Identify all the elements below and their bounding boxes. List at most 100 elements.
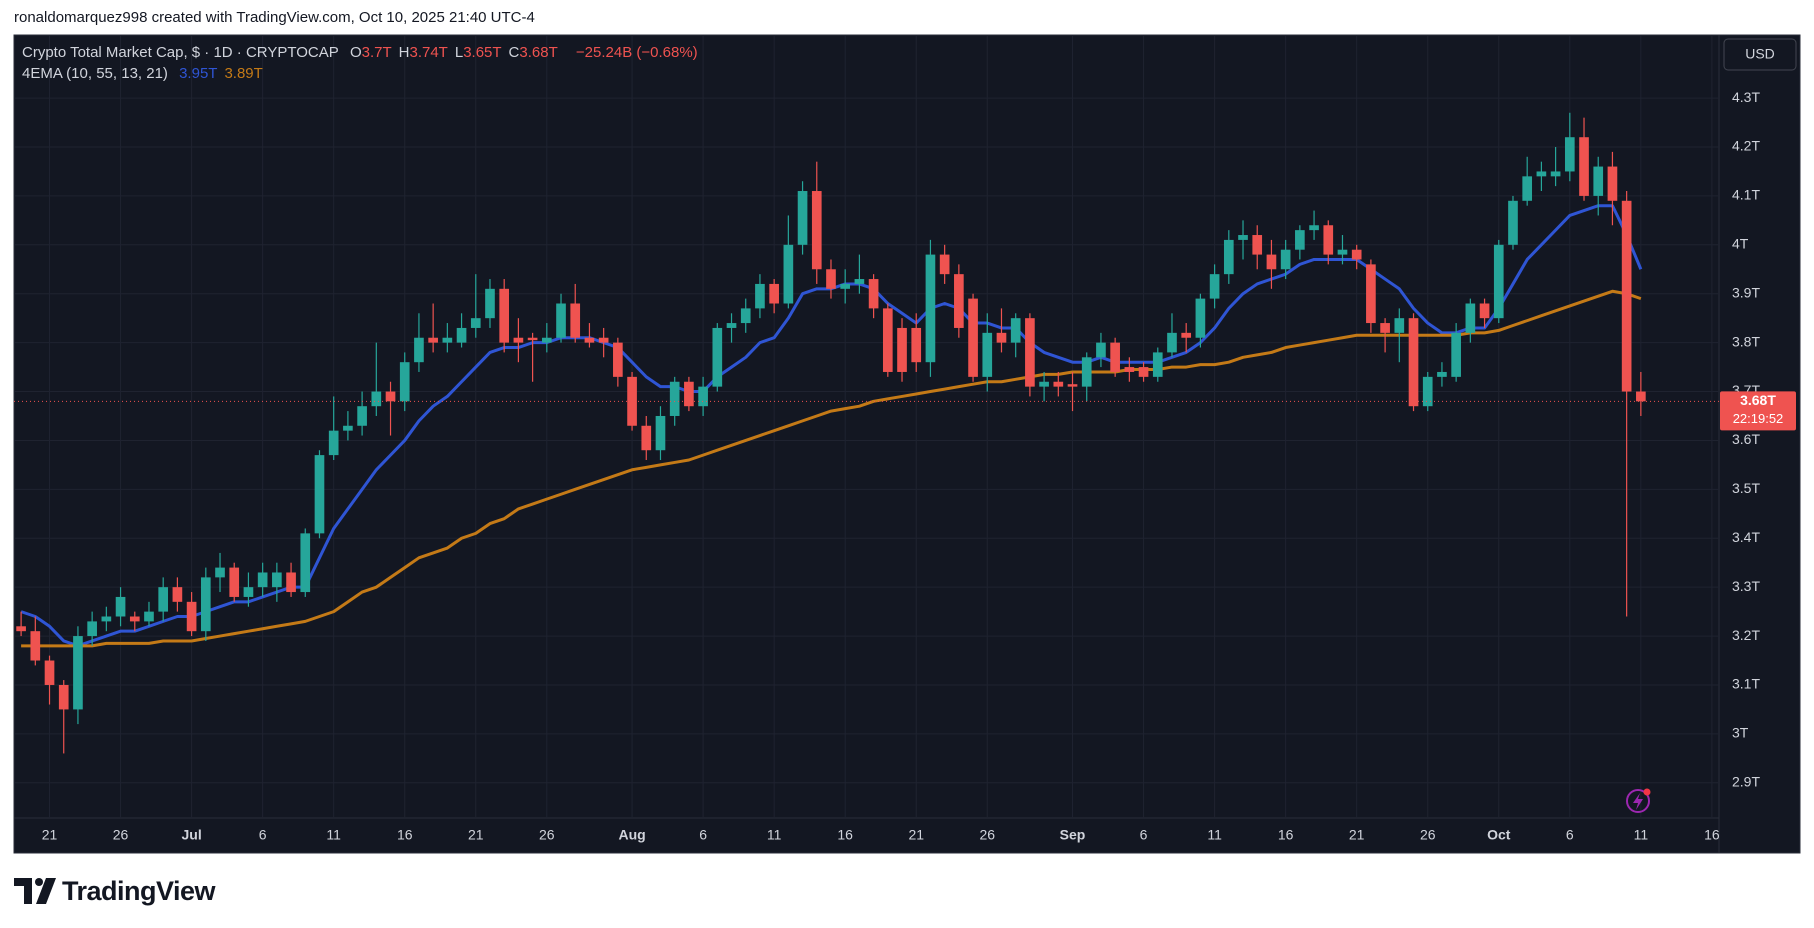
- candle-body: [1010, 318, 1021, 343]
- candle-body: [939, 254, 950, 275]
- y-tick-label: 4.2T: [1732, 138, 1760, 154]
- candle-body: [1380, 323, 1390, 333]
- axes: 2.9T3T3.1T3.2T3.3T3.4T3.5T3.6T3.7T3.8T3.…: [42, 89, 1796, 843]
- candle-body: [769, 283, 779, 304]
- candle-body: [556, 303, 566, 338]
- candle-body: [1252, 235, 1263, 255]
- candle-body: [1096, 342, 1106, 358]
- ohlc-value: 3.65T: [463, 44, 502, 61]
- candle-body: [357, 406, 367, 426]
- last-price-label: 3.68T: [1740, 392, 1776, 408]
- candle-body: [300, 533, 311, 593]
- candle-body: [186, 601, 197, 632]
- y-tick-label: 3.5T: [1732, 480, 1760, 496]
- candle-body: [996, 332, 1007, 343]
- candle-body: [1039, 381, 1049, 387]
- candle-body: [129, 616, 140, 622]
- candle-body: [144, 611, 154, 622]
- candle-body: [1522, 176, 1533, 201]
- ohlc-value: 3.74T: [409, 44, 448, 61]
- alert-icon[interactable]: [1626, 788, 1651, 813]
- candle-body: [783, 244, 794, 304]
- x-tick-label: 6: [259, 827, 267, 843]
- candle-body: [669, 381, 680, 416]
- candle-body: [215, 567, 225, 578]
- ohlc-key: H: [398, 44, 410, 61]
- candle-body: [655, 415, 666, 451]
- x-tick-label: 11: [326, 827, 341, 843]
- candle-body: [499, 288, 510, 343]
- candle-body: [1564, 137, 1575, 172]
- candle-body: [1025, 318, 1035, 387]
- logo-dot: [35, 878, 43, 886]
- candle-body: [527, 337, 538, 341]
- candle-body: [1408, 318, 1419, 407]
- candle-body: [1067, 384, 1078, 387]
- y-tick-label: 3T: [1732, 725, 1749, 741]
- candle-body: [1536, 171, 1547, 177]
- candle-body: [1238, 235, 1248, 240]
- x-tick-label: 16: [1278, 827, 1294, 843]
- candle-body: [868, 279, 879, 309]
- x-tick-label: 26: [979, 827, 995, 843]
- candle-body: [541, 337, 552, 343]
- x-tick-label: 11: [767, 827, 782, 843]
- x-tick-label: 11: [1207, 827, 1222, 843]
- candle-body: [1593, 166, 1604, 196]
- brand-logo: [14, 878, 56, 904]
- candle-body: [897, 327, 907, 372]
- candle-body: [470, 318, 481, 328]
- x-tick-label: 26: [1420, 827, 1436, 843]
- logo-v: [36, 878, 56, 904]
- currency-button[interactable]: [1723, 38, 1797, 71]
- candle-body: [755, 283, 765, 309]
- indicator-legend: 4EMA (10, 55, 13, 21) 3.95T 3.89T: [22, 65, 277, 82]
- candle-body: [840, 283, 851, 289]
- alert-dot: [1643, 788, 1651, 796]
- candle-body: [513, 337, 524, 343]
- ohlc-value: 3.68T: [519, 44, 558, 61]
- candle-body: [854, 279, 865, 284]
- candle-body: [16, 626, 26, 632]
- x-tick-label: Aug: [618, 827, 645, 843]
- candle-body: [101, 616, 112, 622]
- candle-body: [1053, 381, 1064, 387]
- x-tick-label: 21: [42, 827, 58, 843]
- candle-body: [1607, 166, 1618, 201]
- last-price-box: [1720, 391, 1796, 431]
- candle-body: [1636, 391, 1646, 402]
- candle-body: [726, 323, 737, 328]
- x-tick-label: 6: [1140, 827, 1148, 843]
- candle-body: [30, 631, 41, 661]
- candle-body: [882, 308, 893, 372]
- ohlc-value: 3.7T: [361, 44, 392, 61]
- candle-body: [1394, 318, 1405, 333]
- ohlc-key: O: [349, 44, 362, 61]
- candle-body: [797, 191, 808, 245]
- y-tick-label: 3.9T: [1732, 284, 1760, 300]
- chart-background: [13, 34, 1801, 854]
- logo-t: [14, 878, 32, 904]
- candle-body: [1550, 171, 1561, 177]
- candle-body: [911, 327, 922, 363]
- indicator-value: 3.89T: [224, 65, 263, 82]
- candle-body: [200, 577, 211, 632]
- y-tick-label: 3.8T: [1732, 333, 1760, 349]
- countdown-label: 22:19:52: [1733, 411, 1784, 426]
- candle-body: [1209, 274, 1220, 299]
- ema-line: [21, 289, 1642, 648]
- alert-bolt: [1633, 793, 1643, 810]
- candle-body: [414, 337, 424, 363]
- currency-label: USD: [1745, 46, 1775, 62]
- brand-name: TradingView: [62, 876, 216, 906]
- x-tick-label: 11: [1634, 827, 1649, 843]
- ohlc-key: C: [508, 44, 520, 61]
- candle-body: [1337, 249, 1348, 255]
- x-tick-label: 21: [1349, 827, 1365, 843]
- candle-body: [1323, 225, 1334, 255]
- candle-body: [613, 342, 623, 377]
- candle-body: [712, 327, 723, 387]
- symbol-title: Crypto Total Market Cap, $ · 1D · CRYPTO…: [22, 44, 339, 61]
